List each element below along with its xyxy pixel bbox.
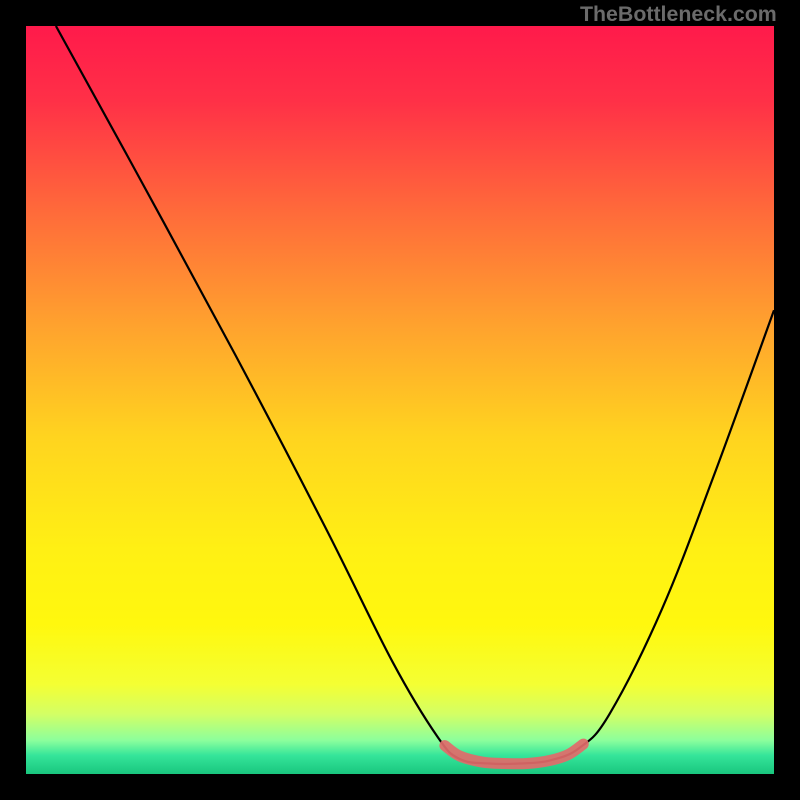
watermark-text: TheBottleneck.com — [580, 2, 777, 27]
plot-background — [26, 26, 774, 774]
chart-stage: TheBottleneck.com — [0, 0, 800, 800]
plot-svg — [26, 26, 774, 774]
plot-panel — [26, 26, 774, 774]
